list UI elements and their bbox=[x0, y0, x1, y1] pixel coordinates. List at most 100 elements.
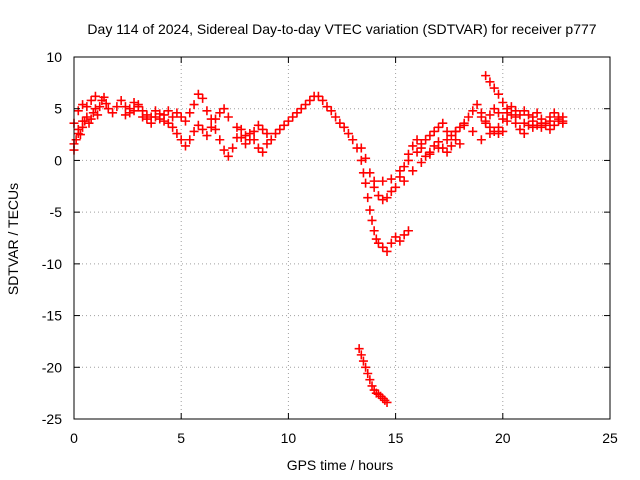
data-point bbox=[245, 135, 255, 145]
data-point bbox=[363, 368, 373, 378]
data-point bbox=[545, 124, 555, 134]
data-point bbox=[425, 131, 435, 141]
data-point bbox=[442, 147, 452, 157]
y-tick-label: -25 bbox=[42, 411, 62, 427]
data-point bbox=[202, 131, 212, 141]
data-point bbox=[528, 116, 538, 126]
data-point bbox=[489, 83, 499, 93]
data-point bbox=[367, 215, 377, 225]
data-point bbox=[438, 118, 448, 128]
data-point bbox=[90, 104, 100, 114]
y-tick-label: 5 bbox=[54, 101, 62, 117]
data-point bbox=[485, 77, 495, 87]
data-point bbox=[155, 114, 165, 124]
data-point bbox=[322, 102, 332, 112]
data-point bbox=[451, 135, 461, 145]
data-point bbox=[373, 191, 383, 201]
x-tick-label: 10 bbox=[281, 430, 297, 446]
data-point bbox=[524, 110, 534, 120]
data-point bbox=[129, 106, 139, 116]
x-tick-label: 5 bbox=[177, 430, 185, 446]
data-point bbox=[386, 174, 396, 184]
data-point bbox=[356, 155, 366, 165]
data-point bbox=[86, 95, 96, 105]
data-point bbox=[172, 129, 182, 139]
data-point bbox=[253, 120, 263, 130]
data-point bbox=[363, 193, 373, 203]
data-point bbox=[78, 116, 88, 126]
data-point bbox=[442, 135, 452, 145]
data-point bbox=[545, 112, 555, 122]
data-point bbox=[133, 100, 143, 110]
data-point bbox=[258, 147, 268, 157]
data-point bbox=[129, 98, 139, 108]
data-point bbox=[241, 139, 251, 149]
data-point bbox=[399, 162, 409, 172]
data-point bbox=[371, 234, 381, 244]
axis-ticks bbox=[73, 56, 611, 420]
data-point bbox=[455, 139, 465, 149]
data-point bbox=[399, 176, 409, 186]
data-point bbox=[206, 122, 216, 132]
data-point bbox=[202, 106, 212, 116]
data-point bbox=[185, 135, 195, 145]
data-point bbox=[378, 176, 388, 186]
data-point bbox=[219, 104, 229, 114]
data-point bbox=[451, 126, 461, 136]
data-point bbox=[163, 118, 173, 128]
data-point bbox=[176, 112, 186, 122]
data-point bbox=[367, 381, 377, 391]
data-point bbox=[399, 230, 409, 240]
data-point bbox=[558, 116, 568, 126]
x-tick-label: 25 bbox=[602, 430, 618, 446]
data-point bbox=[511, 118, 521, 128]
data-point bbox=[391, 232, 401, 242]
data-point bbox=[386, 186, 396, 196]
data-point bbox=[215, 108, 225, 118]
data-point bbox=[361, 178, 371, 188]
data-point bbox=[365, 205, 375, 215]
data-point bbox=[468, 126, 478, 136]
data-point bbox=[223, 151, 233, 161]
data-point bbox=[511, 106, 521, 116]
data-point bbox=[403, 155, 413, 165]
data-point bbox=[198, 124, 208, 134]
data-point bbox=[103, 104, 113, 114]
data-point bbox=[476, 112, 486, 122]
data-point bbox=[373, 389, 383, 399]
data-point bbox=[376, 391, 386, 401]
x-tick-label: 15 bbox=[388, 430, 404, 446]
data-point bbox=[343, 129, 353, 139]
data-point bbox=[421, 151, 431, 161]
data-point bbox=[361, 153, 371, 163]
data-point bbox=[189, 126, 199, 136]
data-point bbox=[258, 124, 268, 134]
data-point bbox=[536, 122, 546, 132]
x-axis-label: GPS time / hours bbox=[287, 457, 394, 473]
data-point bbox=[326, 106, 336, 116]
data-point bbox=[193, 120, 203, 130]
data-point bbox=[223, 112, 233, 122]
data-point bbox=[262, 129, 272, 139]
y-tick-label: 0 bbox=[54, 152, 62, 168]
data-point bbox=[305, 95, 315, 105]
data-point bbox=[73, 106, 83, 116]
data-point bbox=[378, 393, 388, 403]
data-point bbox=[408, 141, 418, 151]
plot-frame bbox=[73, 56, 611, 420]
data-point bbox=[354, 344, 364, 354]
data-points bbox=[69, 71, 568, 407]
data-point bbox=[498, 126, 508, 136]
data-point bbox=[172, 108, 182, 118]
data-point bbox=[519, 118, 529, 128]
data-point bbox=[391, 182, 401, 192]
data-point bbox=[142, 110, 152, 120]
data-point bbox=[313, 91, 323, 101]
data-point bbox=[395, 166, 405, 176]
data-point bbox=[189, 100, 199, 110]
data-point bbox=[301, 100, 311, 110]
data-point bbox=[524, 120, 534, 130]
data-point bbox=[365, 375, 375, 385]
data-point bbox=[373, 238, 383, 248]
